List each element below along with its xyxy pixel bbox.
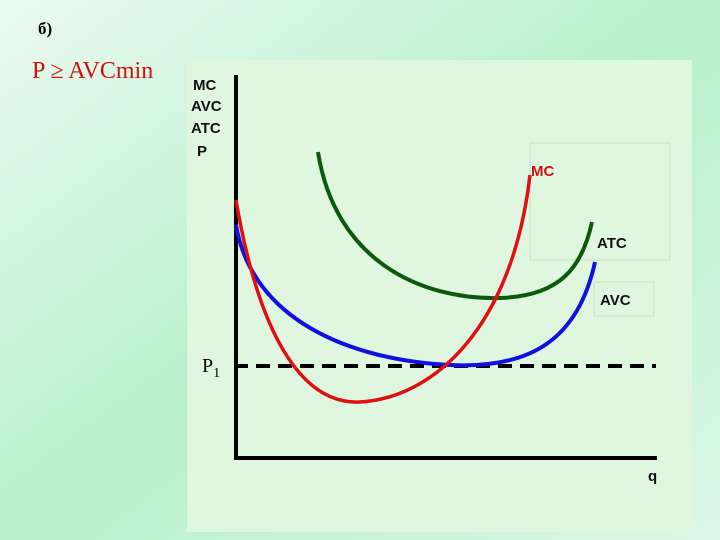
atc-curve xyxy=(316,151,594,301)
y-axis-label: MC xyxy=(193,77,216,94)
y-axis-label: ATC xyxy=(191,120,221,137)
header-label: б) xyxy=(38,19,52,38)
atc-label: ATC xyxy=(597,235,627,252)
price-subscript: 1 xyxy=(213,366,220,381)
x-axis-label: q xyxy=(648,468,657,485)
price-label: P1 xyxy=(202,355,220,381)
condition: P ≥ AVCmin xyxy=(32,58,153,84)
label-box xyxy=(529,142,671,261)
label-box xyxy=(593,281,655,317)
avc-curve xyxy=(234,224,597,368)
y-axis-label: P xyxy=(197,143,207,160)
mc-curve xyxy=(234,174,532,404)
y-axis-label: AVC xyxy=(191,98,222,115)
mc-label: MC xyxy=(531,163,554,180)
price-symbol: P xyxy=(202,355,213,377)
avc-label: AVC xyxy=(600,292,631,309)
